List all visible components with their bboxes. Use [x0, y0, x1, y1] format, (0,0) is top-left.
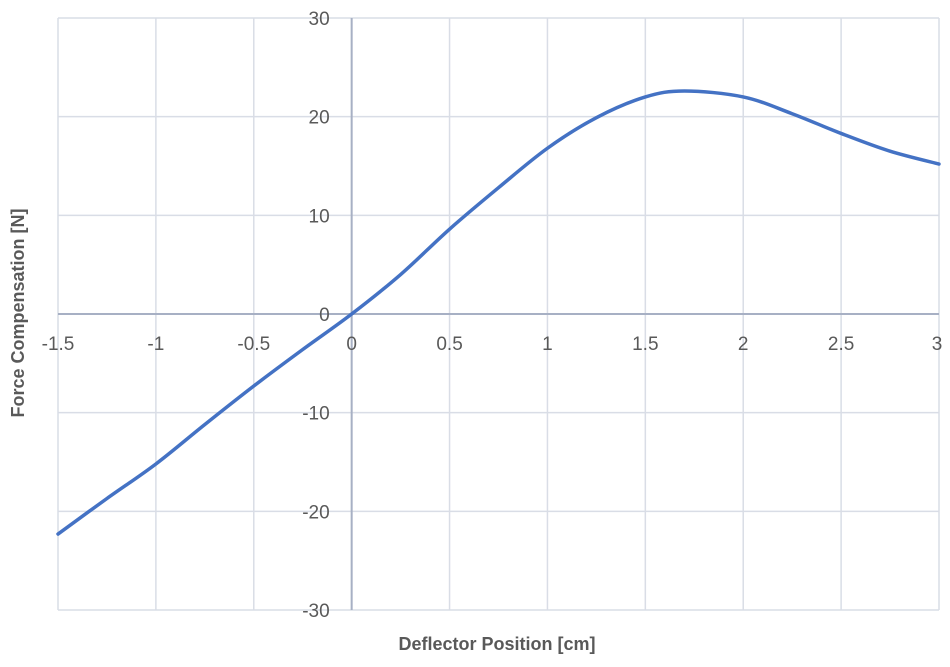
y-axis-title: Force Compensation [N] [8, 208, 28, 417]
y-tick-label: 10 [309, 206, 330, 227]
series-layer [56, 89, 941, 536]
y-tick-label: -10 [302, 404, 329, 425]
y-tick-label: -30 [302, 601, 329, 622]
x-axis-title: Deflector Position [cm] [398, 634, 595, 654]
x-tick-label: -0.5 [237, 334, 270, 355]
y-tick-label: 30 [309, 9, 330, 30]
x-tick-label: 1.5 [632, 334, 658, 355]
x-tick-label: 1 [542, 334, 553, 355]
x-tick-label: -1 [147, 334, 164, 355]
x-tick-label: -1.5 [42, 334, 75, 355]
y-tick-label: 20 [309, 108, 330, 129]
x-tick-label: 3 [932, 334, 943, 355]
x-tick-label: 2.5 [828, 334, 854, 355]
series-line [56, 89, 941, 536]
axes [58, 18, 939, 610]
y-tick-label: -20 [302, 502, 329, 523]
x-tick-label: 0.5 [436, 334, 462, 355]
x-tick-label: 2 [738, 334, 749, 355]
tick-labels: -1.5 -1 -0.5 0 0.5 1 1.5 2 2.5 3 30 20 10 0 -10 -20 -30 [42, 9, 943, 622]
x-tick-label: 0 [346, 334, 357, 355]
y-tick-label: 0 [319, 305, 330, 326]
